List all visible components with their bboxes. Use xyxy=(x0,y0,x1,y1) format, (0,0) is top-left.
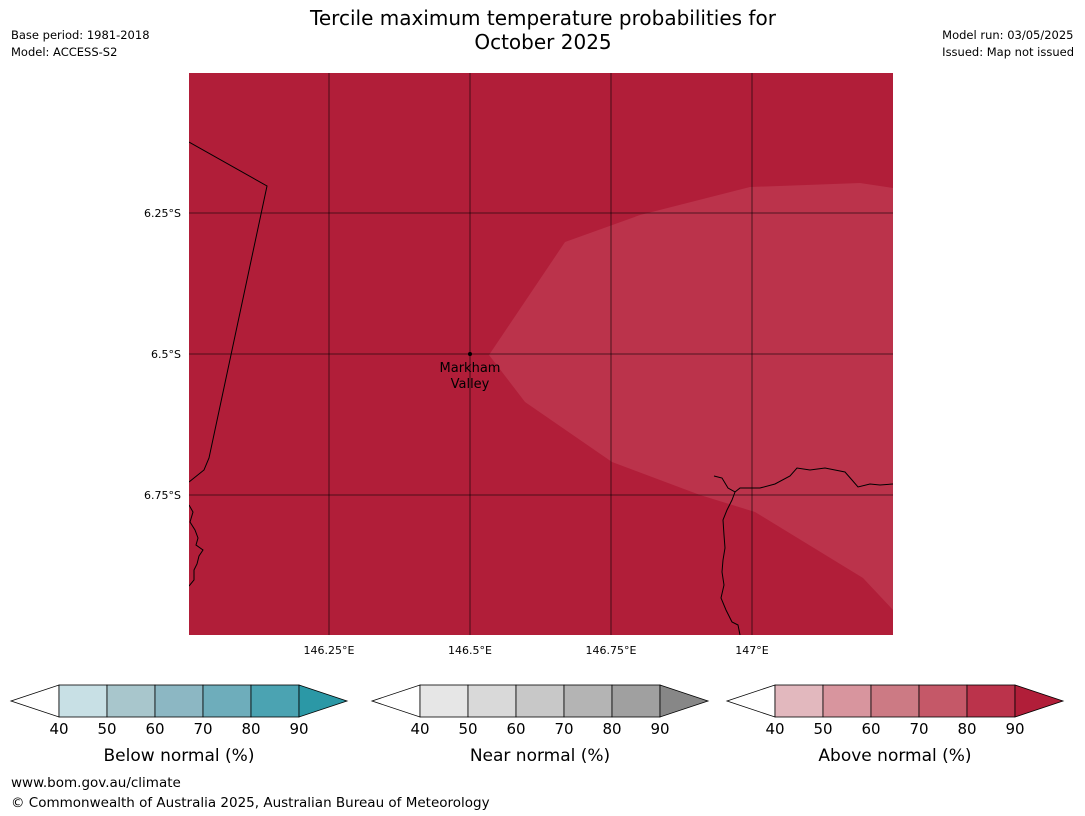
issued-status: Issued: Map not issued xyxy=(942,45,1074,59)
legend-tick-label: 90 xyxy=(650,720,669,738)
legend-swatch xyxy=(419,684,469,718)
legend-swatch xyxy=(515,684,565,718)
legend-tick-label: 40 xyxy=(49,720,68,738)
map-title: Tercile maximum temperature probabilitie… xyxy=(243,6,843,54)
legend-arrow-low xyxy=(370,684,421,718)
legend-below-normal: 40 50 60 70 80 90 Below normal (%) xyxy=(9,684,349,766)
lon-label: 146.5°E xyxy=(448,644,492,657)
probability-fill-secondary xyxy=(489,183,893,610)
lat-label: 6.75°S xyxy=(144,489,181,502)
legend-arrow-low xyxy=(725,684,776,718)
title-line-1: Tercile maximum temperature probabilitie… xyxy=(310,6,776,30)
coastline xyxy=(189,141,893,635)
meta-left: Base period: 1981-2018 Model: ACCESS-S2 xyxy=(11,27,150,61)
town-label-line-1: Markham xyxy=(440,361,501,376)
legend-swatch xyxy=(58,684,108,718)
model-name: Model: ACCESS-S2 xyxy=(11,45,118,59)
legend-near-normal: 40 50 60 70 80 90 Near normal (%) xyxy=(370,684,710,766)
town-marker xyxy=(468,352,472,356)
legend-swatch xyxy=(563,684,613,718)
legend-arrow-low xyxy=(9,684,60,718)
legend-tick-label: 70 xyxy=(193,720,212,738)
legend-swatch xyxy=(611,684,661,718)
legend-arrow-high xyxy=(659,684,710,718)
title-line-2: October 2025 xyxy=(474,30,612,54)
legend-tick-label: 80 xyxy=(957,720,976,738)
legend-tick-label: 70 xyxy=(554,720,573,738)
legend-tick-label: 90 xyxy=(1005,720,1024,738)
legend-tick-label: 40 xyxy=(765,720,784,738)
legend-swatch xyxy=(106,684,156,718)
legend-swatch xyxy=(250,684,300,718)
legend-arrow-high xyxy=(1014,684,1065,718)
legend-swatch xyxy=(774,684,824,718)
legend-bar: 40 50 60 70 80 90 Below normal (%) 40 50 60 70 80 9… xyxy=(9,684,1065,766)
lat-label: 6.5°S xyxy=(151,348,181,361)
meta-right: Model run: 03/05/2025 Issued: Map not is… xyxy=(942,27,1074,61)
legend-title: Near normal (%) xyxy=(470,746,610,766)
legend-tick-label: 70 xyxy=(909,720,928,738)
legend-title: Above normal (%) xyxy=(818,746,971,766)
legend-tick-label: 60 xyxy=(861,720,880,738)
legend-tick-label: 60 xyxy=(506,720,525,738)
legend-tick-label: 80 xyxy=(241,720,260,738)
legend-swatch xyxy=(202,684,252,718)
legend-tick-label: 80 xyxy=(602,720,621,738)
legend-swatch xyxy=(822,684,872,718)
legend-above-normal: 40 50 60 70 80 90 Above normal (%) xyxy=(725,684,1065,766)
legend-swatch xyxy=(966,684,1016,718)
legend-swatch xyxy=(870,684,920,718)
town-label-line-2: Valley xyxy=(451,377,490,392)
lon-label: 147°E xyxy=(735,644,768,657)
legend-tick-label: 60 xyxy=(145,720,164,738)
model-run: Model run: 03/05/2025 xyxy=(942,28,1074,42)
legend-tick-label: 50 xyxy=(97,720,116,738)
footer-url: www.bom.gov.au/climate xyxy=(11,775,181,791)
legend-tick-label: 50 xyxy=(458,720,477,738)
legend-tick-label: 90 xyxy=(289,720,308,738)
lon-label: 146.75°E xyxy=(586,644,637,657)
legend-swatch xyxy=(154,684,204,718)
legend-arrow-high xyxy=(298,684,349,718)
base-period: Base period: 1981-2018 xyxy=(11,28,150,42)
graticule xyxy=(189,73,893,635)
legend-tick-label: 40 xyxy=(410,720,429,738)
legend-tick-label: 50 xyxy=(813,720,832,738)
footer-copyright: © Commonwealth of Australia 2025, Austra… xyxy=(11,795,490,811)
lat-label: 6.25°S xyxy=(144,207,181,220)
legend-swatch xyxy=(918,684,968,718)
lon-label: 146.25°E xyxy=(304,644,355,657)
legend-swatch xyxy=(467,684,517,718)
legend-title: Below normal (%) xyxy=(104,746,255,766)
